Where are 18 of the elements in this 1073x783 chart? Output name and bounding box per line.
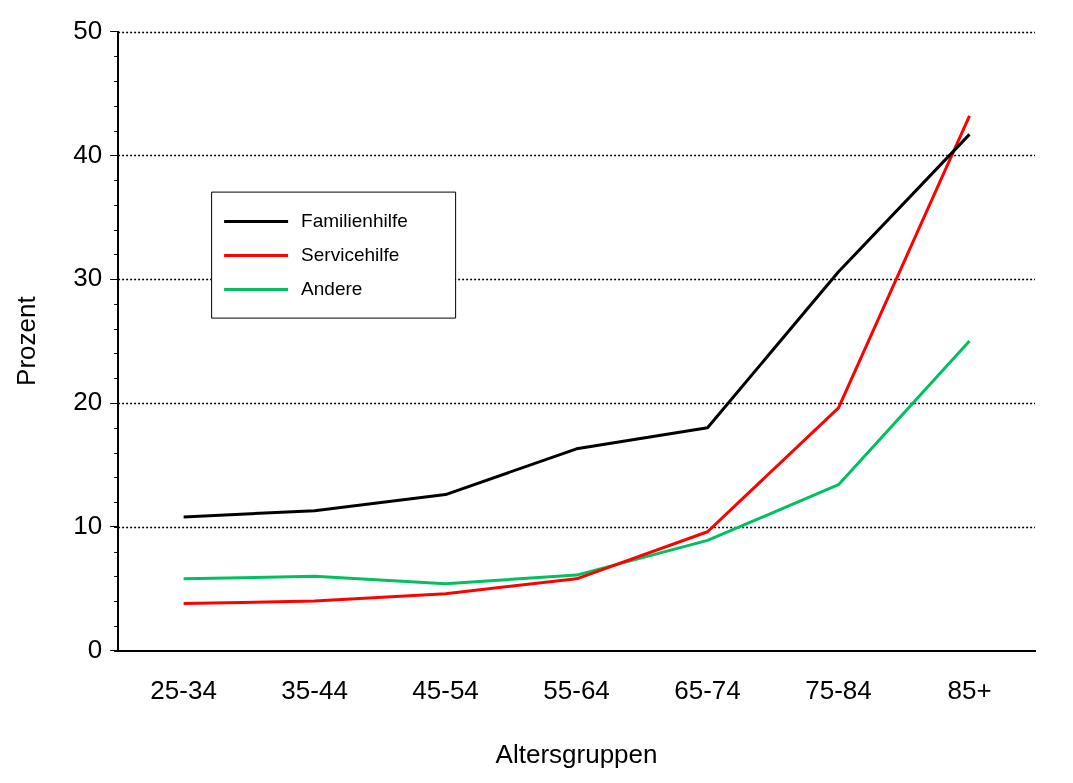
y-tick-label: 40 [73, 138, 103, 169]
x-tick-label: 25-34 [150, 675, 217, 706]
x-tick-label: 55-64 [543, 675, 610, 706]
legend-label: Servicehilfe [301, 243, 400, 265]
x-tick-label: 45-54 [412, 675, 479, 706]
x-tick-label: 35-44 [281, 675, 348, 706]
x-tick-label: 85+ [947, 675, 992, 706]
x-tick-label: 65-74 [674, 675, 741, 706]
y-tick-label: 20 [73, 386, 103, 417]
y-axis-title: Prozent [10, 295, 41, 386]
legend-label: Familienhilfe [301, 209, 408, 231]
y-tick-label: 10 [73, 509, 103, 540]
x-axis-title: Altersgruppen [495, 738, 658, 769]
y-tick-label: 30 [73, 262, 103, 293]
y-tick-label: 0 [87, 633, 103, 664]
y-tick-label: 50 [73, 14, 103, 45]
x-tick-label: 75-84 [805, 675, 872, 706]
legend-label: Andere [301, 277, 363, 299]
